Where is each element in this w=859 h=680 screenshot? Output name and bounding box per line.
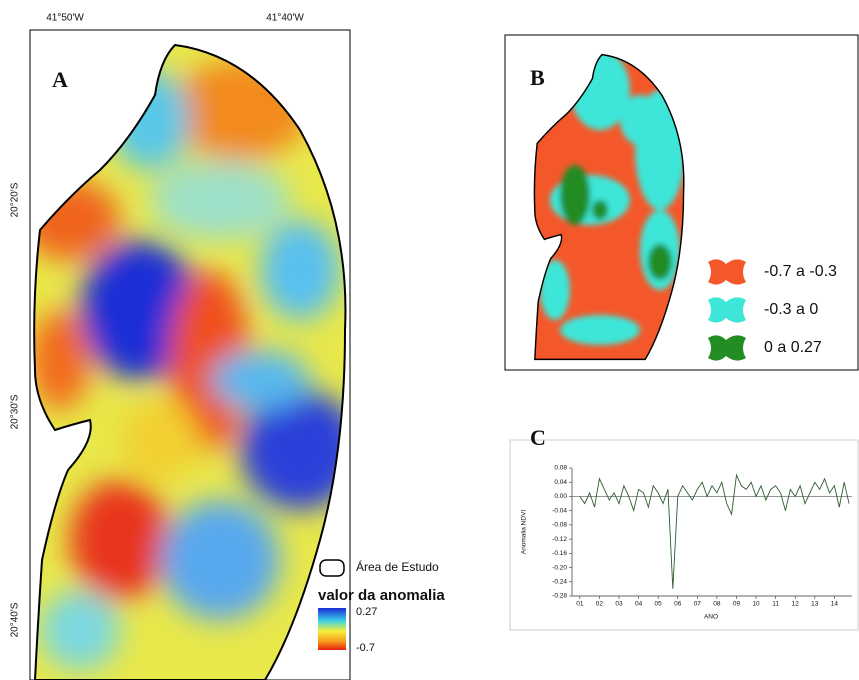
x-tick-label: 09 — [733, 601, 741, 608]
x-axis-label: ANO — [704, 614, 718, 621]
x-tick-label: 13 — [811, 601, 819, 608]
color-ramp — [318, 608, 346, 650]
lat-label: 20°20'S — [10, 182, 21, 217]
y-tick-label: -0.28 — [552, 593, 567, 600]
class-patch — [540, 260, 570, 320]
area-legend-text: Área de Estudo — [356, 559, 439, 574]
class-patch — [648, 244, 672, 280]
x-tick-label: 12 — [792, 601, 800, 608]
x-tick-label: 08 — [713, 601, 721, 608]
x-tick-label: 06 — [674, 601, 682, 608]
ramp-max: 0.27 — [356, 606, 377, 618]
y-tick-label: -0.08 — [552, 522, 567, 529]
legend-swatch — [708, 335, 746, 361]
x-tick-label: 14 — [831, 601, 839, 608]
y-tick-label: 0.00 — [554, 493, 567, 500]
y-tick-label: 0.08 — [554, 465, 567, 472]
y-tick-label: 0.04 — [554, 479, 567, 486]
x-tick-label: 10 — [752, 601, 760, 608]
class-patch — [560, 315, 640, 345]
y-tick-label: -0.16 — [552, 550, 567, 557]
class-patch — [592, 200, 608, 220]
y-tick-label: -0.24 — [552, 578, 567, 585]
lon-label: 41°40'W — [266, 13, 304, 24]
class-patch — [560, 165, 590, 225]
y-tick-label: -0.12 — [552, 536, 567, 543]
y-axis-label: Anomalia NDVI — [521, 510, 528, 555]
legend-label: 0 a 0.27 — [764, 339, 822, 356]
ndvi-line — [579, 473, 850, 589]
y-tick-label: -0.20 — [552, 564, 567, 571]
legend-label: -0.3 a 0 — [764, 301, 818, 318]
x-tick-label: 05 — [655, 601, 663, 608]
panel-label: A — [52, 67, 68, 92]
x-tick-label: 04 — [635, 601, 643, 608]
panel-c-frame — [509, 439, 859, 631]
x-tick-label: 07 — [694, 601, 702, 608]
x-tick-label: 03 — [615, 601, 623, 608]
area-legend-icon — [319, 559, 345, 577]
lat-label: 20°40'S — [10, 602, 21, 637]
lat-label: 20°30'S — [10, 394, 21, 429]
class-patch — [620, 95, 660, 145]
panel-label: B — [530, 65, 545, 90]
legend-swatch — [708, 259, 746, 285]
x-tick-label: 11 — [772, 601, 779, 608]
x-tick-label: 02 — [596, 601, 604, 608]
ramp-title: valor da anomalia — [318, 587, 445, 604]
lon-label: 41°50'W — [46, 13, 84, 24]
ramp-min: -0.7 — [356, 642, 375, 654]
y-tick-label: -0.04 — [552, 507, 567, 514]
x-tick-label: 01 — [576, 601, 584, 608]
anomaly-raster — [34, 45, 346, 680]
panel-label: C — [530, 425, 546, 450]
legend-swatch — [708, 297, 746, 323]
legend-label: -0.7 a -0.3 — [764, 263, 837, 280]
class-patches — [540, 54, 684, 345]
